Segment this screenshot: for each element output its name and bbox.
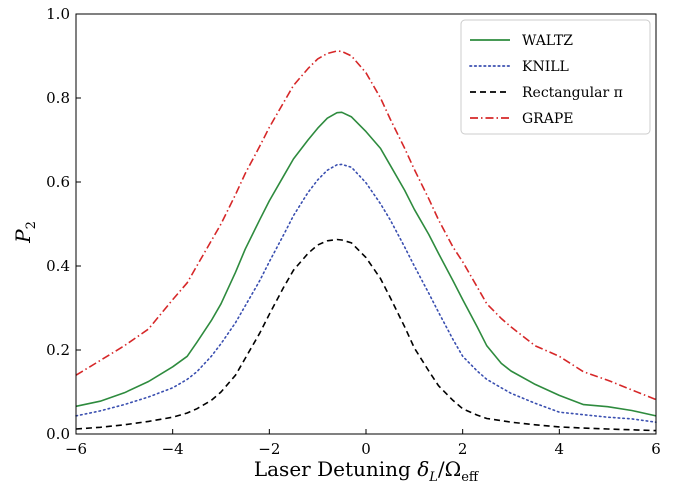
y-tick-label: 0.0 — [46, 425, 70, 443]
y-axis-title-main: P — [11, 229, 35, 244]
x-axis-title-slash: /Ω — [438, 457, 461, 481]
legend-label-3: GRAPE — [522, 111, 573, 127]
y-tick-label: 0.2 — [46, 341, 70, 359]
x-tick-label: 6 — [651, 440, 661, 458]
legend-label-2: Rectangular π — [522, 85, 623, 101]
x-tick-label: 0 — [361, 440, 371, 458]
plot-lines — [75, 50, 657, 432]
y-axis-title: P2 — [11, 221, 39, 244]
x-tick-label: −6 — [65, 440, 87, 458]
x-tick-label: −4 — [162, 440, 184, 458]
x-axis-title: Laser Detuning δL/Ωeff — [254, 457, 480, 485]
x-axis-title-delta-sub: L — [428, 470, 438, 485]
x-axis-title-main: Laser Detuning — [254, 457, 417, 481]
y-tick-label: 0.6 — [46, 173, 70, 191]
legend-label-1: KNILL — [522, 59, 569, 75]
x-tick-label: 2 — [458, 440, 468, 458]
y-axis-title-sub: 2 — [24, 221, 39, 229]
x-tick-label: 4 — [555, 440, 565, 458]
series-line-1 — [75, 163, 657, 424]
legend-label-0: WALTZ — [522, 33, 573, 49]
series-line-3 — [75, 50, 657, 401]
y-axis-ticks: 0.0 0.2 0.4 0.6 0.8 1.0 — [46, 5, 81, 443]
legend-box — [460, 19, 651, 135]
y-tick-label: 0.8 — [46, 89, 70, 107]
y-tick-label: 0.4 — [46, 257, 70, 275]
series-line-2 — [75, 238, 657, 432]
x-axis-ticks: −6 −4 −2 0 2 4 6 — [65, 429, 661, 458]
x-axis-title-delta: δ — [417, 457, 429, 481]
legend: WALTZ KNILL Rectangular π GRAPE — [460, 19, 651, 135]
y-tick-label: 1.0 — [46, 5, 70, 23]
x-axis-title-omega-sub: eff — [461, 470, 480, 485]
series-line-0 — [75, 111, 657, 417]
x-tick-label: −2 — [258, 440, 280, 458]
